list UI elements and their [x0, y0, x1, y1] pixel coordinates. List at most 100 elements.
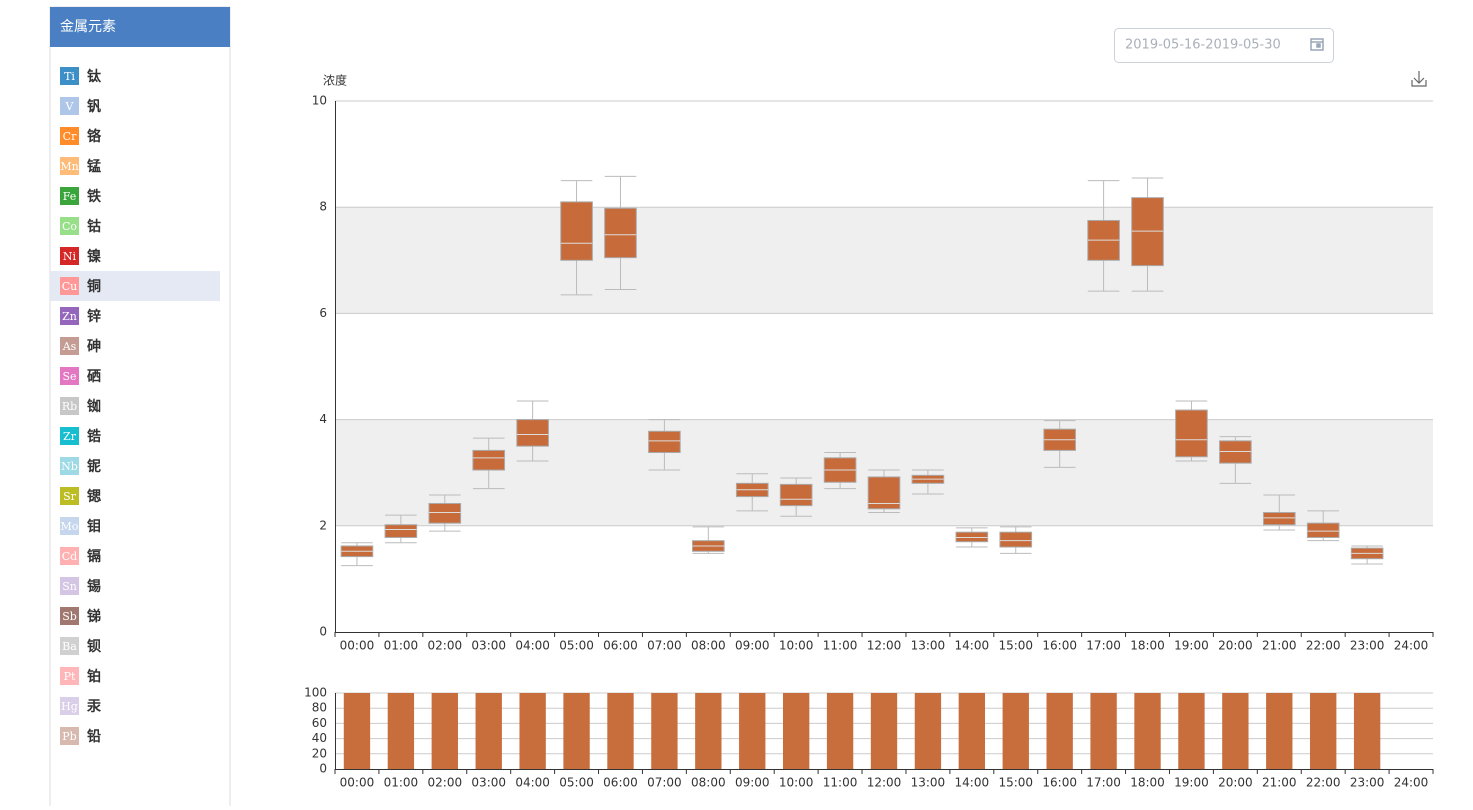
element-badge — [60, 247, 79, 265]
x-tick-label: 03:00 — [471, 776, 506, 790]
x-tick-label: 12:00 — [867, 776, 902, 790]
bar — [739, 693, 766, 769]
element-name: 锆 — [87, 428, 101, 445]
element-symbol: Zr — [63, 430, 77, 443]
element-symbol: Ti — [64, 70, 75, 83]
x-tick-label: 06:00 — [603, 776, 638, 790]
element-symbol: Se — [62, 370, 76, 383]
element-badge — [60, 547, 79, 565]
element-badge — [60, 97, 79, 115]
x-tick-label: 15:00 — [998, 776, 1033, 790]
element-badge — [60, 457, 79, 475]
mark-area — [335, 207, 1433, 314]
x-tick-label: 18:00 — [1130, 639, 1165, 653]
bar — [1266, 693, 1293, 769]
element-name: 钡 — [87, 638, 101, 655]
x-tick-label: 15:00 — [998, 639, 1033, 653]
element-name: 镍 — [87, 248, 101, 265]
element-name: 锰 — [87, 158, 101, 175]
element-badge — [60, 337, 79, 355]
element-badge — [60, 667, 79, 685]
download-icon[interactable] — [1411, 71, 1427, 87]
element-name: 铅 — [86, 728, 101, 745]
x-tick-label: 11:00 — [823, 776, 858, 790]
element-symbol: Sn — [62, 580, 77, 593]
element-symbol: Zn — [62, 310, 77, 323]
element-badge — [60, 487, 79, 505]
bar — [475, 693, 502, 769]
element-badge — [60, 397, 79, 415]
box — [1306, 522, 1340, 538]
date-range: 2019-05-16-2019-05-30 — [1125, 38, 1281, 53]
bar — [387, 693, 415, 769]
element-name: 钼 — [87, 518, 101, 535]
element-symbol: Pb — [62, 730, 76, 743]
element-name: 钴 — [87, 218, 101, 235]
y-tick-label: 60 — [312, 716, 327, 730]
x-tick-label: 23:00 — [1350, 776, 1385, 790]
element-symbol: Co — [62, 220, 77, 233]
box — [1262, 512, 1296, 526]
bar — [343, 693, 371, 769]
element-badge — [60, 727, 79, 745]
y-tick-label: 6 — [319, 306, 327, 320]
element-symbol: As — [62, 340, 77, 353]
bar — [607, 693, 634, 769]
x-tick-label: 00:00 — [340, 639, 375, 653]
bar — [1353, 693, 1381, 769]
x-tick-label: 02:00 — [428, 639, 463, 653]
x-tick-label: 08:00 — [691, 776, 726, 790]
x-tick-label: 18:00 — [1130, 776, 1165, 790]
element-badge — [60, 307, 79, 325]
x-tick-label: 03:00 — [471, 639, 506, 653]
x-tick-label: 13:00 — [911, 776, 946, 790]
x-tick-label: 01:00 — [384, 776, 419, 790]
x-tick-label: 02:00 — [428, 776, 463, 790]
element-badge — [60, 607, 79, 625]
bar — [1134, 693, 1161, 769]
bar — [1310, 693, 1337, 769]
bar — [958, 693, 986, 769]
box — [779, 483, 813, 507]
x-tick-label: 06:00 — [603, 639, 638, 653]
element-name: 钒 — [87, 99, 101, 115]
element-badge — [60, 187, 79, 205]
element-name: 砷 — [87, 338, 101, 355]
x-tick-label: 04:00 — [515, 639, 550, 653]
y-tick-label: 4 — [319, 412, 327, 426]
x-tick-label: 17:00 — [1086, 639, 1121, 653]
element-symbol: Mo — [61, 520, 79, 533]
x-tick-label: 13:00 — [911, 639, 946, 653]
bar — [1090, 693, 1117, 769]
element-symbol: Rb — [62, 400, 77, 413]
x-tick-label: 11:00 — [823, 639, 858, 653]
x-tick-label: 20:00 — [1218, 639, 1253, 653]
element-badge — [60, 277, 79, 295]
x-tick-label: 22:00 — [1306, 776, 1341, 790]
date-picker[interactable] — [1114, 28, 1334, 63]
element-badge — [60, 127, 79, 145]
bar — [914, 693, 942, 769]
x-tick-label: 08:00 — [691, 639, 726, 653]
x-tick-label: 09:00 — [735, 776, 770, 790]
x-tick-label: 09:00 — [735, 639, 770, 653]
element-name: 锡 — [87, 578, 101, 595]
box — [560, 201, 593, 261]
sidebar-header — [50, 7, 230, 47]
x-tick-label: 16:00 — [1042, 776, 1077, 790]
element-name: 铁 — [87, 188, 101, 205]
x-tick-label: 10:00 — [779, 776, 814, 790]
element-name: 钛 — [87, 68, 102, 85]
bar — [870, 693, 898, 769]
y-tick-label: 0 — [319, 762, 327, 776]
element-name: 镉 — [87, 548, 101, 565]
element-badge — [60, 517, 79, 535]
x-tick-label: 05:00 — [559, 639, 594, 653]
x-tick-label: 10:00 — [779, 639, 814, 653]
box — [955, 531, 989, 543]
x-tick-label: 23:00 — [1350, 639, 1385, 653]
element-symbol: Cr — [63, 130, 77, 143]
x-tick-label: 22:00 — [1306, 639, 1341, 653]
